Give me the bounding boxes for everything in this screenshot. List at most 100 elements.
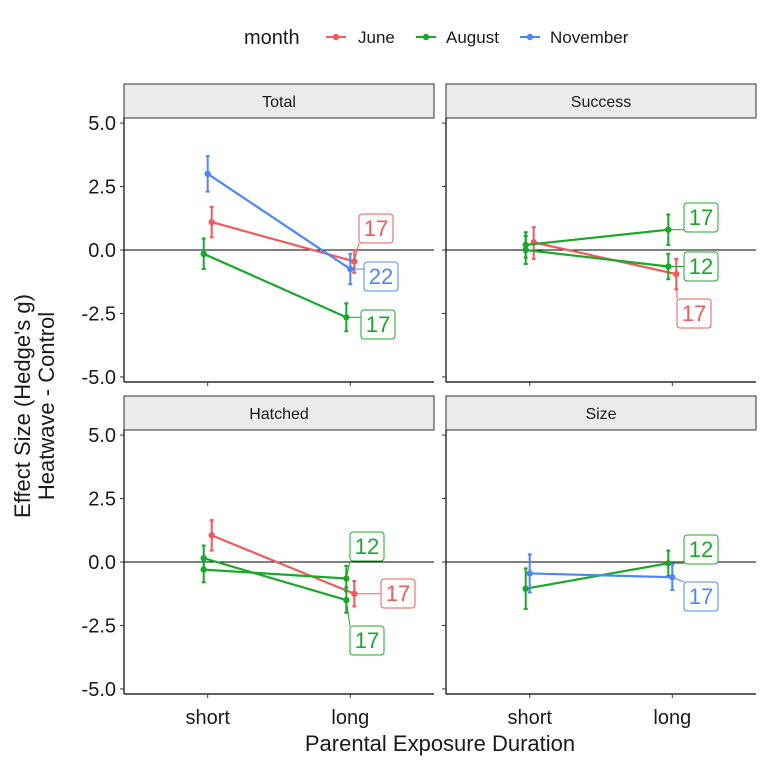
series-august	[522, 549, 672, 610]
series-line	[525, 248, 669, 268]
series-line	[211, 534, 355, 595]
label-box	[683, 581, 719, 612]
sample-size-label: 17	[353, 213, 394, 262]
label-connector	[345, 600, 351, 627]
legend-key-point	[332, 33, 340, 41]
strip-background	[445, 395, 757, 431]
y-tick-label: -5.0	[82, 367, 116, 389]
label-box	[358, 213, 394, 244]
y-tick-label: 2.5	[88, 177, 116, 199]
sample-size-label: 12	[668, 251, 719, 282]
legend-label: June	[358, 28, 395, 47]
sample-size-label: 12	[345, 531, 385, 579]
legend-key-point	[422, 33, 430, 41]
legend-item-june: June	[326, 28, 395, 47]
strip-background	[123, 395, 435, 431]
label-text: 17	[364, 216, 388, 241]
sample-size-label: 17	[675, 274, 712, 329]
strip-title: Size	[585, 406, 616, 423]
x-tick-label: short	[185, 707, 230, 729]
series-june	[208, 205, 358, 274]
label-box	[360, 309, 396, 340]
series-line	[203, 557, 347, 602]
label-text: 17	[689, 584, 713, 609]
strip-background	[445, 83, 757, 119]
y-tick-label: 0.0	[88, 240, 116, 262]
y-axis-title-line: Heatwave - Control	[34, 312, 59, 500]
y-axis-title-line: Effect Size (Hedge's g)	[10, 294, 35, 518]
series-june	[208, 519, 358, 608]
sample-size-label: 22	[350, 261, 399, 292]
x-tick-label: long	[653, 707, 691, 729]
y-tick-label: 5.0	[88, 425, 116, 447]
strip-title: Total	[262, 94, 296, 111]
legend-label: August	[446, 28, 499, 47]
label-text: 12	[355, 534, 379, 559]
data-point	[200, 250, 207, 258]
series-august	[522, 213, 672, 259]
facet-panels: Total 5.0 2.5 0.0 -2.5 -5.0 17 22 17 Success 17 12 1…	[82, 83, 757, 729]
series-line	[529, 572, 673, 579]
label-box	[683, 251, 719, 282]
strip-background	[123, 83, 435, 119]
label-box	[363, 261, 399, 292]
series-line	[211, 221, 355, 263]
label-text: 12	[689, 537, 713, 562]
sample-size-label: 12	[668, 534, 719, 565]
strip-title: Success	[571, 94, 631, 111]
label-box	[676, 298, 712, 329]
label-box	[349, 531, 385, 562]
label-box	[349, 625, 385, 656]
y-tick-label: -2.5	[82, 615, 116, 637]
label-text: 12	[689, 254, 713, 279]
label-box	[683, 202, 719, 233]
panel-hatched: Hatched 5.0 2.5 0.0 -2.5 -5.0 short long 12 17 17	[82, 395, 435, 729]
panel-success: Success 17 12 17	[442, 83, 757, 386]
series-line	[203, 252, 347, 319]
data-point	[204, 170, 211, 178]
label-text: 22	[369, 264, 393, 289]
panel-size: Size short long 12 17	[442, 395, 757, 729]
axis-titles: Parental Exposure Duration Effect Size (H…	[10, 294, 575, 756]
strip-title: Hatched	[249, 406, 309, 423]
data-point	[208, 532, 215, 539]
label-connector	[672, 576, 685, 583]
y-axis-title: Effect Size (Hedge's g)Heatwave - Contro…	[10, 294, 59, 518]
data-point	[208, 218, 215, 226]
data-point	[526, 570, 533, 577]
label-text: 17	[386, 581, 410, 606]
series-november	[526, 553, 676, 594]
sample-size-label: 17	[668, 202, 719, 233]
data-point	[673, 270, 680, 278]
data-point	[522, 241, 529, 249]
x-tick-label: short	[507, 707, 552, 729]
series-august	[200, 544, 350, 614]
data-point	[522, 585, 529, 592]
x-tick-label: long	[331, 707, 369, 729]
sample-size-label: 17	[345, 600, 385, 656]
label-text: 17	[355, 628, 379, 653]
panel-total: Total 5.0 2.5 0.0 -2.5 -5.0 17 22 17	[82, 83, 435, 389]
label-box	[683, 534, 719, 565]
label-connector	[353, 242, 360, 262]
legend-key-point	[526, 33, 534, 41]
y-tick-label: 0.0	[88, 552, 116, 574]
data-point	[200, 554, 207, 562]
legend-item-november: November	[520, 28, 629, 47]
label-text: 17	[689, 205, 713, 230]
legend-title: month	[244, 27, 300, 49]
label-text: 17	[682, 301, 706, 326]
sample-size-label: 17	[354, 578, 416, 609]
label-box	[380, 578, 416, 609]
y-tick-label: -2.5	[82, 303, 116, 325]
x-axis-title: Parental Exposure Duration	[305, 731, 575, 756]
label-connector	[345, 560, 351, 579]
legend-item-august: August	[416, 28, 499, 47]
legend: month June August November	[244, 27, 629, 49]
series-august	[200, 237, 350, 333]
label-connector	[675, 274, 678, 300]
y-tick-label: 2.5	[88, 489, 116, 511]
sample-size-label: 17	[346, 309, 396, 340]
y-tick-label: 5.0	[88, 113, 116, 135]
